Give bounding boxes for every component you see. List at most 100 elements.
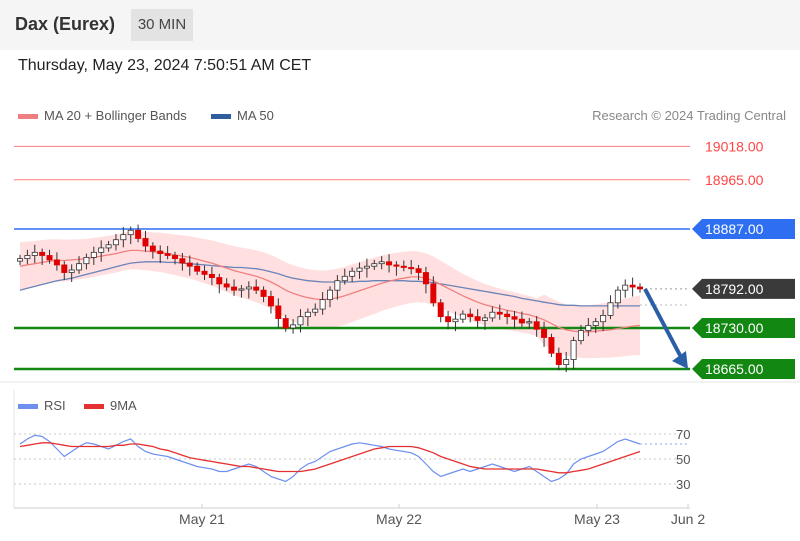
candle-body [319, 299, 326, 310]
support-label-5: 18665.00 [705, 361, 764, 377]
candle-body [548, 337, 555, 354]
x-tick-label-1: May 22 [376, 511, 422, 527]
pivot-label-2: 18887.00 [705, 221, 764, 237]
candle-body [622, 284, 629, 291]
candle-body [304, 311, 311, 318]
candle-body [282, 318, 289, 329]
candle-body [76, 263, 83, 271]
x-tick-label-3: Jun 2 [671, 511, 705, 527]
candle-body [172, 255, 178, 260]
candle-body [386, 261, 393, 266]
ma9-legend-label: 9MA [110, 398, 137, 413]
candle-body [415, 268, 422, 273]
candle-body [53, 259, 60, 266]
candle-body [297, 316, 304, 326]
candle-body [459, 313, 466, 320]
candle-body [445, 316, 452, 323]
candle-body [541, 328, 548, 338]
candle-body [149, 245, 156, 252]
candle-body [452, 318, 459, 323]
candle-body [467, 313, 474, 318]
candle-body [349, 270, 356, 277]
projection-arrow-shaft [643, 287, 684, 360]
candle-body [120, 234, 127, 241]
candle-body [600, 314, 607, 323]
candle-body [105, 244, 112, 249]
legend-9ma: 9MA [84, 398, 137, 413]
rsi-tick-label-0: 70 [676, 427, 690, 442]
candle-body [592, 321, 599, 326]
candle-body [186, 262, 193, 267]
candle-body [327, 289, 333, 301]
candle-body [312, 308, 319, 313]
candle-body [489, 311, 496, 319]
candle-body [157, 250, 164, 254]
candle-body [570, 340, 577, 360]
candle-body [563, 359, 570, 365]
legend-ma20: MA 20 + Bollinger Bands [18, 108, 187, 123]
ma9-swatch [84, 404, 104, 410]
last-price-label: 18792.00 [705, 281, 764, 297]
candle-body [341, 275, 348, 282]
candle-body [231, 286, 238, 291]
candle-body [24, 255, 31, 260]
candle-body [275, 305, 282, 319]
source-credit: Research © 2024 Trading Central [592, 108, 786, 123]
candle-body [577, 330, 584, 342]
candle-body [260, 289, 267, 297]
candle-body [208, 274, 215, 278]
candle-body [194, 265, 201, 272]
timeframe-button[interactable]: 30 MIN [131, 9, 193, 41]
candle-body [290, 324, 297, 329]
candle-body [378, 261, 385, 265]
pivot-tag-2 [692, 219, 795, 239]
candle-body [83, 256, 90, 265]
candle-body [98, 247, 105, 253]
candle-body [90, 251, 97, 258]
candle-body [39, 251, 46, 256]
header-bar: Dax (Eurex) 30 MIN [0, 0, 800, 50]
candle-body [46, 255, 53, 261]
last-price-tag [692, 278, 795, 299]
ma50-swatch [211, 114, 231, 120]
candle-body [533, 321, 540, 330]
candle-body [408, 267, 415, 270]
candle-body [245, 286, 252, 290]
candle-body [216, 277, 223, 285]
timestamp: Thursday, May 23, 2024 7:50:51 AM CET [18, 57, 312, 74]
candle-body [474, 316, 481, 321]
candle-body [511, 316, 518, 320]
candle-body [393, 264, 400, 267]
candle-body [555, 352, 562, 365]
candle-body [629, 284, 636, 288]
candle-body [363, 265, 370, 269]
candle-body [127, 229, 134, 236]
rsi-ma9-line [19, 442, 641, 474]
x-tick-label-2: May 23 [574, 511, 620, 527]
rsi-tick-label-2: 30 [676, 477, 690, 492]
support-label-4: 18730.00 [705, 320, 764, 336]
candle-body [112, 239, 119, 246]
projection-arrow-head [672, 351, 688, 369]
x-tick-label-0: May 21 [179, 511, 225, 527]
candle-body [637, 286, 643, 290]
resistance-label-0: 19018.00 [705, 138, 764, 154]
candle-body [518, 318, 525, 324]
candle-body [422, 272, 429, 285]
ma20-swatch [18, 114, 38, 120]
candle-body [238, 288, 245, 291]
candle-body [223, 283, 230, 288]
candle-body [164, 253, 171, 256]
instrument-title: Dax (Eurex) [15, 14, 116, 34]
candle-body [31, 251, 38, 256]
ma50-legend-label: MA 50 [237, 108, 274, 123]
candle-body [142, 238, 149, 247]
candle-body [267, 296, 274, 307]
candle-body [430, 283, 437, 304]
legend-rsi: RSI [18, 398, 66, 413]
candle-body [400, 265, 407, 268]
candle-body [526, 321, 533, 324]
candle-body [496, 311, 503, 315]
rsi-tick-label-1: 50 [676, 452, 690, 467]
